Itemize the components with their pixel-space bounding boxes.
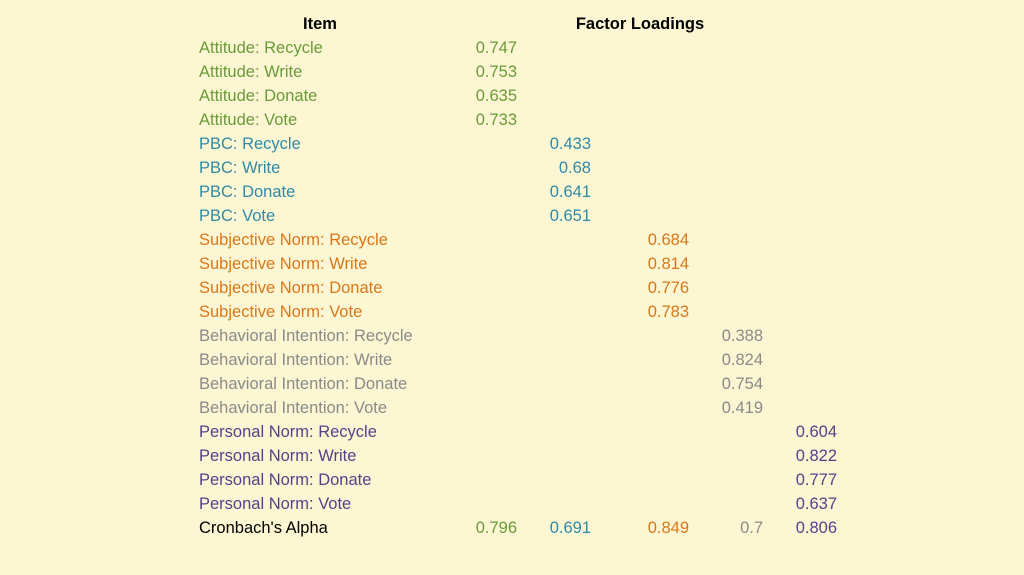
row-loading-value: 0.777 — [795, 471, 837, 489]
row-item-label: Behavioral Intention: Donate — [199, 375, 408, 393]
alpha-value-attitude: 0.796 — [475, 519, 517, 537]
row-loading-value: 0.419 — [721, 399, 763, 417]
table-row: Attitude: Recycle 0.747 — [0, 36, 1024, 60]
table-header: Item Factor Loadings — [0, 12, 1024, 36]
table-body: Attitude: Recycle 0.747 Attitude: Write 0.7… — [0, 36, 1024, 516]
alpha-value-pbc: 0.691 — [549, 519, 591, 537]
row-loading-value: 0.776 — [647, 279, 689, 297]
row-item-label: Subjective Norm: Write — [199, 255, 368, 273]
header-factor-loadings: Factor Loadings — [575, 15, 705, 33]
row-item-label: Personal Norm: Donate — [199, 471, 372, 489]
cronbach-alpha-row: Cronbach's Alpha 0.796 0.691 0.849 0.7 0… — [0, 516, 1024, 540]
row-loading-value: 0.433 — [549, 135, 591, 153]
table-row: Subjective Norm: Write 0.814 — [0, 252, 1024, 276]
table-row: Personal Norm: Write 0.822 — [0, 444, 1024, 468]
row-loading-value: 0.824 — [721, 351, 763, 369]
table-row: PBC: Vote 0.651 — [0, 204, 1024, 228]
row-loading-value: 0.783 — [647, 303, 689, 321]
row-loading-value: 0.637 — [795, 495, 837, 513]
table-row: Subjective Norm: Recycle 0.684 — [0, 228, 1024, 252]
alpha-value-behavioral-intention: 0.7 — [740, 519, 763, 537]
row-loading-value: 0.388 — [721, 327, 763, 345]
row-loading-value: 0.733 — [475, 111, 517, 129]
row-item-label: PBC: Write — [199, 159, 281, 177]
table-row: Subjective Norm: Donate 0.776 — [0, 276, 1024, 300]
row-item-label: Personal Norm: Recycle — [199, 423, 377, 441]
row-item-label: Attitude: Vote — [199, 111, 298, 129]
table-row: Behavioral Intention: Recycle 0.388 — [0, 324, 1024, 348]
row-item-label: Behavioral Intention: Recycle — [199, 327, 413, 345]
row-item-label: Attitude: Recycle — [199, 39, 323, 57]
table-row: Behavioral Intention: Vote 0.419 — [0, 396, 1024, 420]
table-row: Behavioral Intention: Write 0.824 — [0, 348, 1024, 372]
row-loading-value: 0.651 — [549, 207, 591, 225]
table-row: Personal Norm: Vote 0.637 — [0, 492, 1024, 516]
row-item-label: PBC: Recycle — [199, 135, 301, 153]
table-row: Personal Norm: Recycle 0.604 — [0, 420, 1024, 444]
row-loading-value: 0.684 — [647, 231, 689, 249]
alpha-value-subjective-norm: 0.849 — [647, 519, 689, 537]
alpha-value-personal-norm: 0.806 — [795, 519, 837, 537]
row-item-label: Behavioral Intention: Vote — [199, 399, 388, 417]
table-row: PBC: Write 0.68 — [0, 156, 1024, 180]
table-row: Subjective Norm: Vote 0.783 — [0, 300, 1024, 324]
row-loading-value: 0.822 — [795, 447, 837, 465]
row-loading-value: 0.753 — [475, 63, 517, 81]
row-item-label: PBC: Vote — [199, 207, 276, 225]
row-item-label: Subjective Norm: Recycle — [199, 231, 388, 249]
row-loading-value: 0.747 — [475, 39, 517, 57]
header-item: Item — [303, 15, 337, 33]
table-row: Attitude: Write 0.753 — [0, 60, 1024, 84]
table-row: PBC: Recycle 0.433 — [0, 132, 1024, 156]
row-item-label: Personal Norm: Vote — [199, 495, 352, 513]
row-item-label: Attitude: Donate — [199, 87, 318, 105]
row-item-label: Subjective Norm: Vote — [199, 303, 363, 321]
row-item-label: Personal Norm: Write — [199, 447, 357, 465]
table-row: Attitude: Vote 0.733 — [0, 108, 1024, 132]
row-item-label: Attitude: Write — [199, 63, 303, 81]
table-row: Personal Norm: Donate 0.777 — [0, 468, 1024, 492]
factor-loadings-table: Item Factor Loadings Attitude: Recycle 0.… — [0, 12, 1024, 540]
row-loading-value: 0.604 — [795, 423, 837, 441]
table-row: Attitude: Donate 0.635 — [0, 84, 1024, 108]
cronbach-alpha-label: Cronbach's Alpha — [199, 519, 328, 537]
row-item-label: Behavioral Intention: Write — [199, 351, 393, 369]
row-loading-value: 0.68 — [558, 159, 591, 177]
table-row: Behavioral Intention: Donate 0.754 — [0, 372, 1024, 396]
row-item-label: PBC: Donate — [199, 183, 296, 201]
row-loading-value: 0.754 — [721, 375, 763, 393]
row-loading-value: 0.814 — [647, 255, 689, 273]
row-item-label: Subjective Norm: Donate — [199, 279, 383, 297]
row-loading-value: 0.635 — [475, 87, 517, 105]
table-row: PBC: Donate 0.641 — [0, 180, 1024, 204]
row-loading-value: 0.641 — [549, 183, 591, 201]
